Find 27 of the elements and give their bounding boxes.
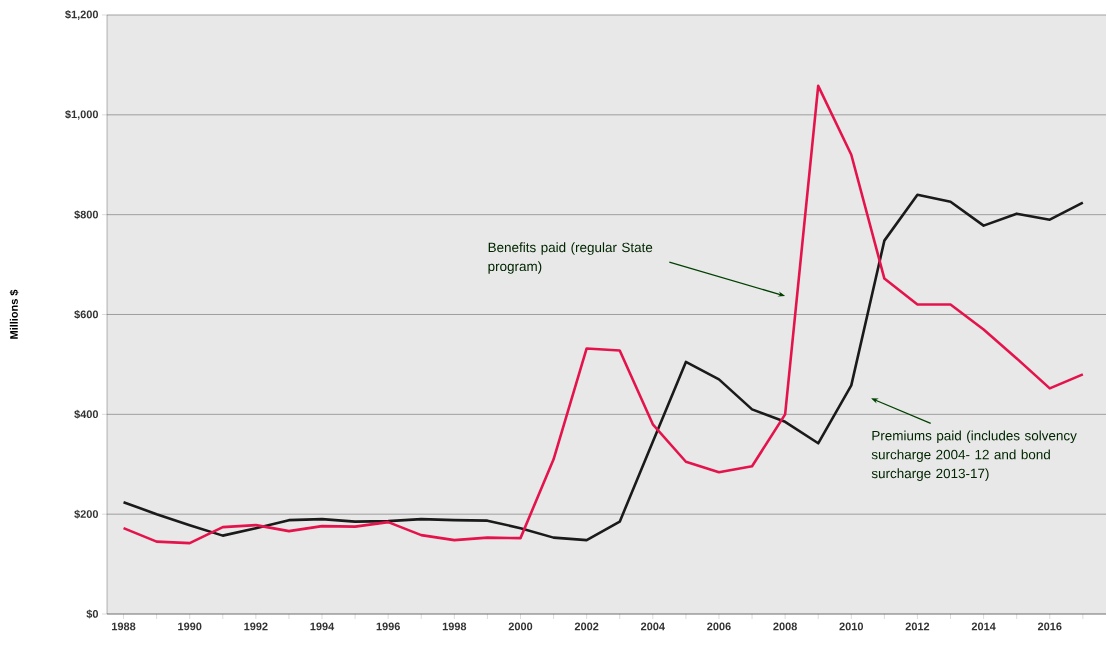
- x-tick-label: 2012: [905, 622, 930, 631]
- y-tick-label: $200: [74, 509, 99, 519]
- y-tick-label: $800: [74, 210, 99, 220]
- x-tick-label: 1988: [112, 622, 136, 631]
- annotation: Premiums paid (includes solvency surcharge 2004- 12 and bond surcharge 2013-17): [871, 430, 1077, 481]
- x-tick-label: 2006: [707, 622, 731, 631]
- x-tick-label: 1998: [442, 622, 467, 631]
- line-series: [122, 84, 1085, 545]
- x-tick-label: 2010: [839, 622, 864, 631]
- x-tick-label: 2008: [773, 622, 797, 631]
- y-tick-label: $600: [74, 310, 99, 319]
- y-tick-label: $1,000: [65, 109, 99, 120]
- x-tick-label: 1992: [244, 622, 268, 631]
- x-tick-label: 2002: [574, 622, 599, 631]
- x-tick-label: 1994: [310, 622, 335, 631]
- y-tick-label: $0: [86, 609, 99, 619]
- y-tick-label: $400: [74, 409, 99, 419]
- x-tick-label: 1996: [376, 622, 400, 631]
- x-tick-label: 2000: [508, 622, 533, 631]
- line-series: [122, 193, 1085, 542]
- x-tick-label: 2016: [1037, 622, 1062, 631]
- annotation: Benefits paid (regular State program): [488, 242, 653, 274]
- x-tick-label: 2014: [971, 622, 996, 631]
- y-tick-label: $1,200: [65, 10, 99, 20]
- y-axis-title: Millions $: [9, 289, 19, 339]
- x-tick-label: 1990: [178, 622, 202, 631]
- x-tick-label: 2004: [641, 622, 665, 631]
